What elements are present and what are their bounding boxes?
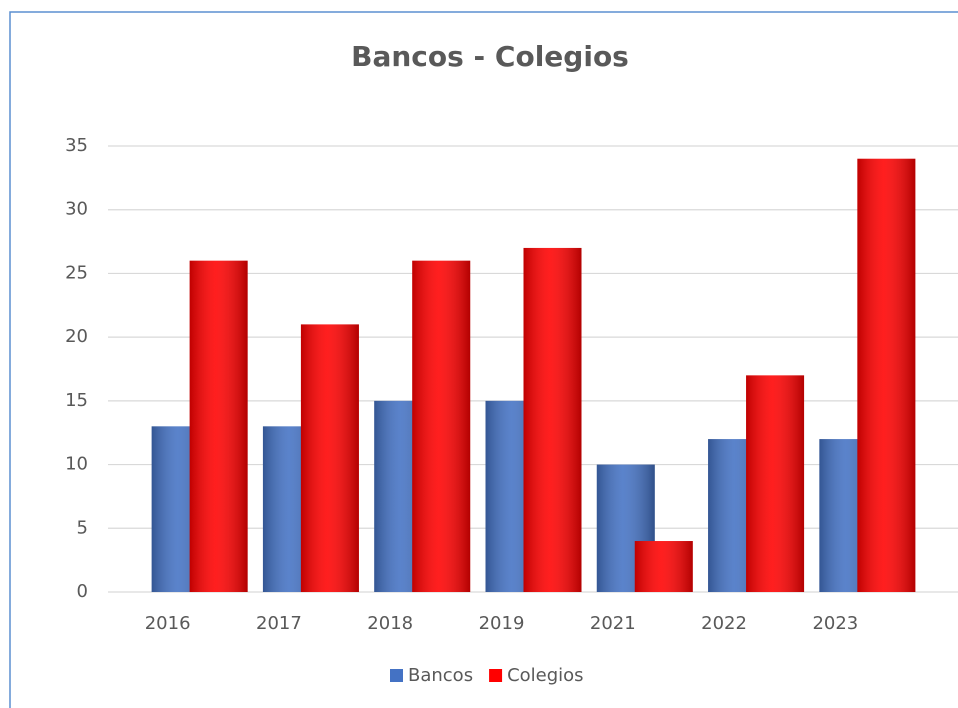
y-tick-label: 35: [65, 135, 88, 156]
y-tick-label: 5: [77, 517, 88, 538]
y-tick-label: 10: [65, 454, 88, 475]
x-tick-label: 2016: [145, 613, 191, 634]
legend-swatch: [390, 669, 403, 682]
x-tick-label: 2023: [812, 613, 858, 634]
bar-shade: [189, 260, 248, 592]
bar-shade: [857, 158, 916, 592]
x-tick-label: 2021: [590, 613, 636, 634]
x-tick-label: 2017: [256, 613, 302, 634]
bar-shade: [746, 375, 805, 592]
y-tick-label: 15: [65, 390, 88, 411]
x-tick-label: 2019: [479, 613, 525, 634]
legend-label: Colegios: [507, 665, 583, 686]
y-tick-label: 30: [65, 199, 88, 220]
bar-shade: [634, 541, 693, 592]
bar-shade: [523, 247, 582, 592]
chart-title: Bancos - Colegios: [351, 40, 629, 73]
x-tick-label: 2018: [367, 613, 413, 634]
legend-swatch: [489, 669, 503, 682]
x-tick-label: 2022: [701, 613, 747, 634]
legend-label: Bancos: [408, 665, 473, 686]
y-tick-label: 25: [65, 262, 88, 283]
bar-shade: [300, 324, 359, 592]
y-tick-label: 0: [77, 581, 88, 602]
chart-frame: [9, 11, 958, 708]
y-tick-label: 20: [65, 326, 88, 347]
bar-shade: [412, 260, 471, 592]
